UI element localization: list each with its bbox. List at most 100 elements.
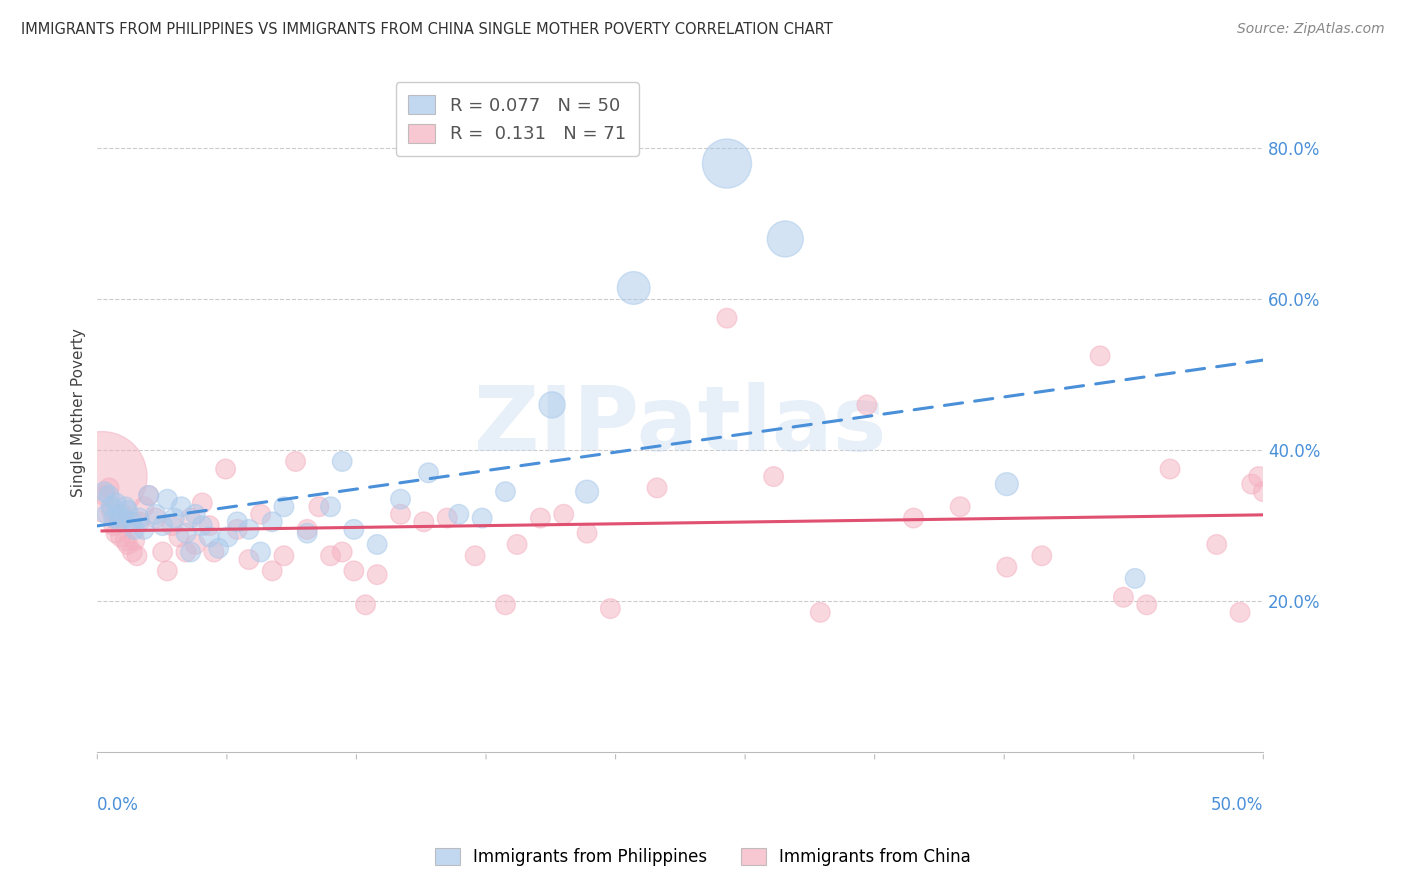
Point [599,601,621,615]
Point [93,488,115,502]
Text: 50.0%: 50.0% [1211,796,1264,814]
Point [856,398,879,412]
Point [529,511,551,525]
Point [170,500,193,514]
Point [107,515,129,529]
Point [105,526,128,541]
Point [180,511,202,525]
Point [132,522,155,536]
Point [128,511,150,525]
Point [121,545,143,559]
Point [217,530,239,544]
Point [273,549,295,563]
Point [180,545,202,559]
Point [308,500,330,514]
Point [389,508,412,522]
Text: 0.0%: 0.0% [97,796,139,814]
Point [124,522,146,536]
Y-axis label: Single Mother Poverty: Single Mother Poverty [72,328,86,497]
Point [354,598,377,612]
Point [1136,598,1159,612]
Point [1205,537,1227,551]
Point [100,503,122,517]
Point [716,311,738,326]
Point [156,564,179,578]
Point [124,533,146,548]
Point [1123,571,1146,585]
Text: IMMIGRANTS FROM PHILIPPINES VS IMMIGRANTS FROM CHINA SINGLE MOTHER POVERTY CORRE: IMMIGRANTS FROM PHILIPPINES VS IMMIGRANT… [21,22,832,37]
Point [125,549,148,563]
Point [553,508,575,522]
Point [623,281,645,295]
Point [249,545,271,559]
Point [145,508,167,522]
Text: Source: ZipAtlas.com: Source: ZipAtlas.com [1237,22,1385,37]
Point [343,522,366,536]
Point [191,496,214,510]
Point [576,484,599,499]
Point [111,511,134,525]
Legend: Immigrants from Philippines, Immigrants from China: Immigrants from Philippines, Immigrants … [429,841,977,873]
Point [471,511,494,525]
Point [716,156,738,170]
Point [110,530,132,544]
Point [297,522,319,536]
Point [494,598,516,612]
Point [262,564,284,578]
Point [160,518,183,533]
Point [1088,349,1111,363]
Point [118,515,141,529]
Point [96,508,118,522]
Point [1253,484,1275,499]
Point [117,503,139,517]
Point [775,232,797,246]
Point [319,500,342,514]
Point [330,454,353,468]
Point [576,526,599,541]
Point [226,515,249,529]
Point [494,484,516,499]
Point [1247,469,1270,483]
Point [418,466,440,480]
Point [343,564,366,578]
Point [117,537,139,551]
Point [949,500,972,514]
Point [249,508,271,522]
Point [138,488,160,502]
Point [202,545,225,559]
Point [111,508,134,522]
Point [152,518,174,533]
Point [541,398,564,412]
Point [808,605,831,619]
Point [110,515,132,529]
Point [103,511,125,525]
Point [184,537,207,551]
Point [156,492,179,507]
Point [1240,477,1263,491]
Point [366,567,388,582]
Point [98,481,121,495]
Legend: R = 0.077   N = 50, R =  0.131   N = 71: R = 0.077 N = 50, R = 0.131 N = 71 [395,82,638,156]
Point [198,530,221,544]
Point [98,488,121,502]
Point [995,477,1018,491]
Point [114,533,136,548]
Point [1159,462,1181,476]
Point [238,552,260,566]
Point [436,511,458,525]
Point [132,500,155,514]
Point [284,454,307,468]
Point [145,511,167,525]
Point [366,537,388,551]
Point [506,537,529,551]
Point [762,469,785,483]
Point [1031,549,1053,563]
Point [184,508,207,522]
Point [389,492,412,507]
Point [114,500,136,514]
Point [262,515,284,529]
Point [903,511,925,525]
Point [214,462,236,476]
Point [319,549,342,563]
Point [152,545,174,559]
